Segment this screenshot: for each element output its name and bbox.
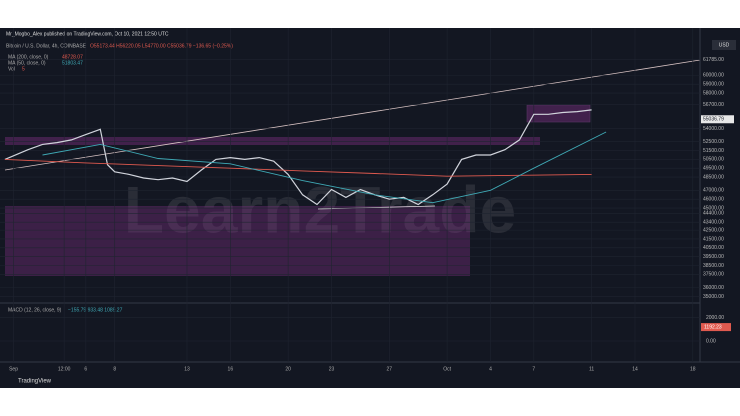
currency[interactable]: USD [719,42,730,48]
legend-name: MA (50, close, 0) [8,60,46,66]
macd-tick-label: 2000.00 [706,315,724,321]
y-tick-label: 45000.00 [703,205,724,211]
zone [5,137,540,145]
x-tick-label: 14 [632,366,638,372]
y-tick-label: 36000.00 [703,285,724,291]
y-tick-label: 41500.00 [703,236,724,242]
y-tick-label: 40500.00 [703,245,724,251]
x-tick-label: 20 [285,366,291,372]
y-tick-label: 52500.00 [703,139,724,145]
y-tick-label: 44400.00 [703,211,724,217]
y-tick-label: 50500.00 [703,157,724,163]
x-tick-label: 11 [589,366,594,372]
y-tick-label: 48500.00 [703,174,724,180]
x-tick-label: 27 [387,366,393,372]
ohlc: O55173.44 H56220.05 L54770.00 C55036.79 … [90,43,233,49]
y-tick-label: 35000.00 [703,294,724,300]
macd-tick-label: 0.00 [706,338,716,344]
macd-current-label: 1192.23 [704,324,722,330]
price-line [4,158,592,177]
y-tick-label: 60000.00 [703,73,724,79]
x-tick-label: Oct [443,366,451,372]
legend-value: 51803.47 [62,60,83,66]
y-tick-label: 49500.00 [703,166,724,172]
x-tick-label: 13 [184,366,190,372]
legend-name: MA (200, close, 0) [8,54,49,60]
footer: TradingView [18,379,52,385]
y-tick-label: 42500.00 [703,227,724,233]
y-tick-label: 56700.00 [703,102,724,108]
macd-current-box [701,323,731,332]
legend-value: 48728.07 [62,54,83,60]
y-tick-label: 61785.00 [703,57,724,63]
vol-label: Vol [8,66,15,72]
price-line [4,109,592,206]
x-tick-label: 18 [690,366,696,372]
y-tick-label: 46000.00 [703,197,724,203]
last-price-label: 55036.79 [703,117,724,123]
y-tick-label: 47000.00 [703,188,724,194]
trend-line [4,59,701,171]
vol-value: 5 [22,66,25,72]
y-tick-label: 59000.00 [703,82,724,88]
y-tick-label: 58000.00 [703,90,724,96]
macd-label: MACD (12, 26, close, 9) [8,307,62,313]
publisher: Mr_Mogbo_Alex published on TradingView.c… [6,31,169,37]
y-tick-label: 37500.00 [703,272,724,278]
macd-values: −155.79 933.48 1089.27 [68,307,123,313]
y-tick-label: 51500.00 [703,148,724,154]
x-tick-label: 8 [113,366,116,372]
y-tick-label: 39500.00 [703,254,724,260]
y-tick-label: 38500.00 [703,263,724,269]
x-tick-label: 6 [84,366,87,372]
x-tick-label: 23 [329,366,335,372]
x-tick-label: Sep [9,366,18,372]
currency-box[interactable] [712,40,736,50]
x-tick-label: 12:00 [58,366,71,372]
y-tick-label: 43400.00 [703,220,724,226]
x-tick-label: 16 [228,366,234,372]
watermark: Learn2Trade [124,172,517,246]
symbol: Bitcoin / U.S. Dollar, 4h, COINBASE [6,43,87,49]
support-line [317,205,436,210]
price-line [42,131,607,204]
x-tick-label: 4 [489,366,492,372]
x-tick-label: 7 [532,366,535,372]
last-price-box [701,115,734,124]
y-tick-label: 54000.00 [703,126,724,132]
zone [5,206,470,276]
